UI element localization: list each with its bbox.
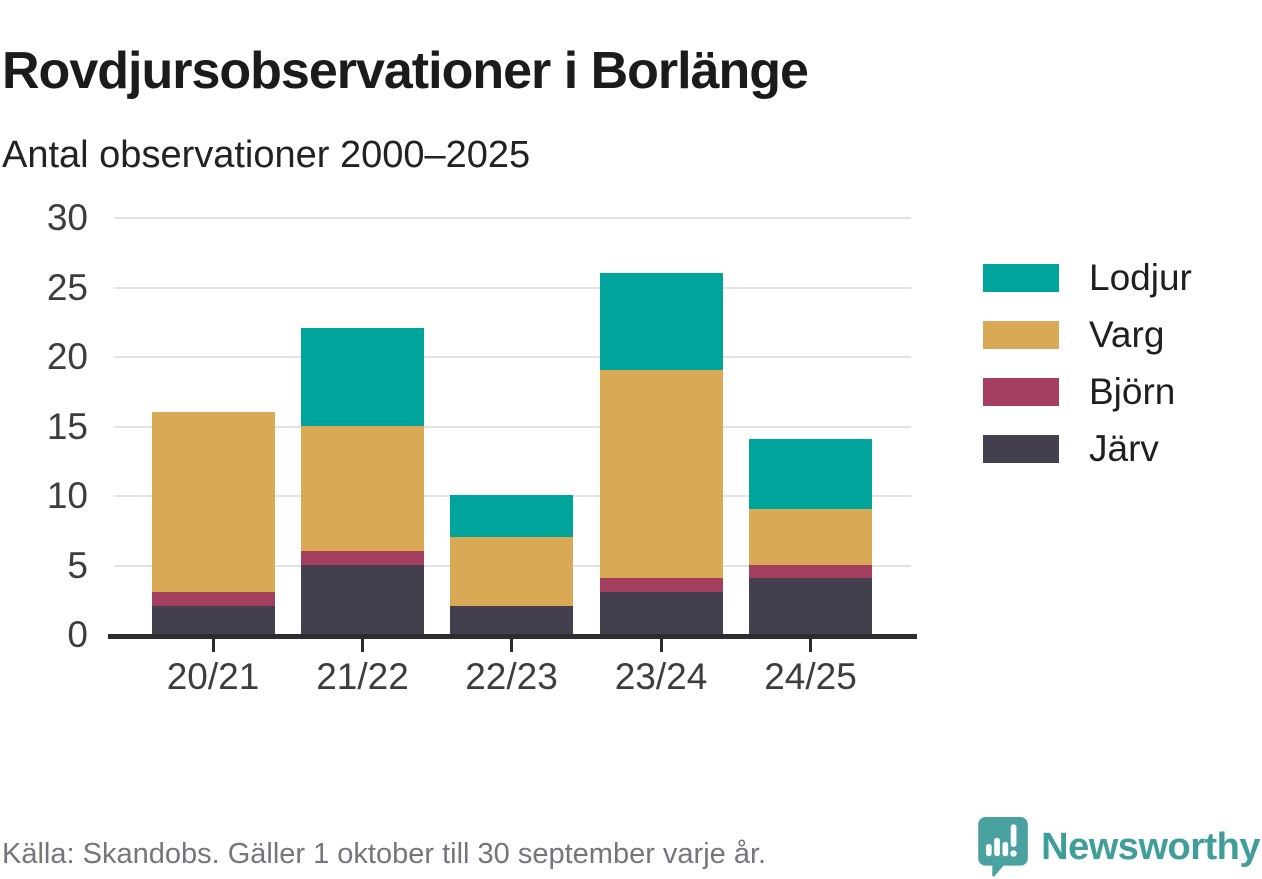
y-axis-label: 25 — [46, 266, 88, 308]
legend-label: Björn — [1089, 370, 1176, 412]
y-axis-label: 15 — [46, 405, 88, 447]
gridline-30 — [114, 217, 911, 219]
bar-segment-varg — [450, 536, 573, 607]
x-axis-label: 20/21 — [166, 656, 260, 697]
legend-item-lodjur: Lodjur — [983, 256, 1192, 299]
x-axis-tick — [510, 639, 513, 652]
bar-segment-lodjur — [301, 328, 424, 426]
bar-group-20-21 — [151, 411, 275, 634]
newsworthy-wordmark: Newsworthy — [1041, 825, 1260, 868]
y-axis-label: 0 — [67, 614, 88, 655]
y-axis-label: 20 — [46, 336, 88, 377]
bar-segment-järv — [450, 606, 573, 634]
source-text: Källa: Skandobs. Gäller 1 oktober till 3… — [2, 838, 767, 870]
legend-label: Varg — [1089, 313, 1165, 355]
plot-area: 0 5 10 15 20 25 30 20/21 21/22 22/23 23/24 24/25 — [47, 197, 917, 697]
bar-segment-björn — [151, 592, 275, 607]
bar-segment-björn — [301, 550, 424, 565]
bar-segment-björn — [749, 564, 872, 579]
legend-item-björn: Björn — [983, 370, 1192, 413]
x-axis-label: 21/22 — [316, 656, 409, 697]
y-axis-label: 10 — [46, 475, 88, 516]
x-axis-tick — [809, 639, 812, 652]
page-title: Rovdjursobservationer i Borlänge — [2, 41, 809, 100]
bar-group-22-23 — [450, 495, 573, 634]
newsworthy-logo-icon — [978, 817, 1028, 877]
bar-segment-varg — [749, 508, 872, 565]
bar-segment-järv — [599, 592, 723, 634]
legend-item-järv: Järv — [983, 427, 1192, 470]
bar-group-21-22 — [301, 328, 424, 634]
gridline-20 — [114, 356, 911, 358]
y-axis-label: 30 — [46, 197, 88, 238]
bar-segment-järv — [151, 606, 275, 634]
legend-swatch-björn — [983, 377, 1059, 406]
legend-label: Lodjur — [1089, 256, 1192, 298]
legend-swatch-järv — [983, 434, 1059, 463]
x-axis-tick — [211, 639, 215, 652]
bar-group-24-25 — [749, 439, 872, 634]
bar-segment-björn — [599, 578, 723, 593]
x-axis-label: 24/25 — [764, 656, 857, 697]
legend: Lodjur Varg Björn Järv — [983, 256, 1192, 484]
bar-segment-varg — [301, 425, 424, 551]
y-axis-label: 5 — [67, 544, 88, 586]
gridline-15 — [114, 425, 911, 428]
x-axis-tick — [659, 639, 663, 652]
bar-segment-varg — [151, 411, 275, 593]
legend-swatch-varg — [983, 320, 1059, 349]
legend-swatch-lodjur — [983, 263, 1059, 292]
bar-group-23-24 — [599, 272, 723, 634]
legend-item-varg: Varg — [983, 313, 1192, 356]
bar-segment-järv — [749, 578, 872, 634]
x-axis-line — [108, 634, 917, 639]
x-axis-label: 22/23 — [465, 656, 558, 697]
legend-label: Järv — [1089, 427, 1159, 469]
bar-segment-järv — [301, 564, 424, 634]
chart-subtitle: Antal observationer 2000–2025 — [2, 134, 531, 176]
x-axis-label: 23/24 — [614, 656, 708, 697]
bar-segment-lodjur — [450, 495, 573, 537]
gridline-25 — [114, 286, 911, 289]
brand-lockup: Newsworthy — [977, 816, 1260, 878]
x-axis-tick — [361, 639, 364, 652]
bar-segment-varg — [599, 369, 723, 579]
bar-segment-lodjur — [749, 439, 872, 509]
bar-segment-lodjur — [599, 272, 723, 370]
